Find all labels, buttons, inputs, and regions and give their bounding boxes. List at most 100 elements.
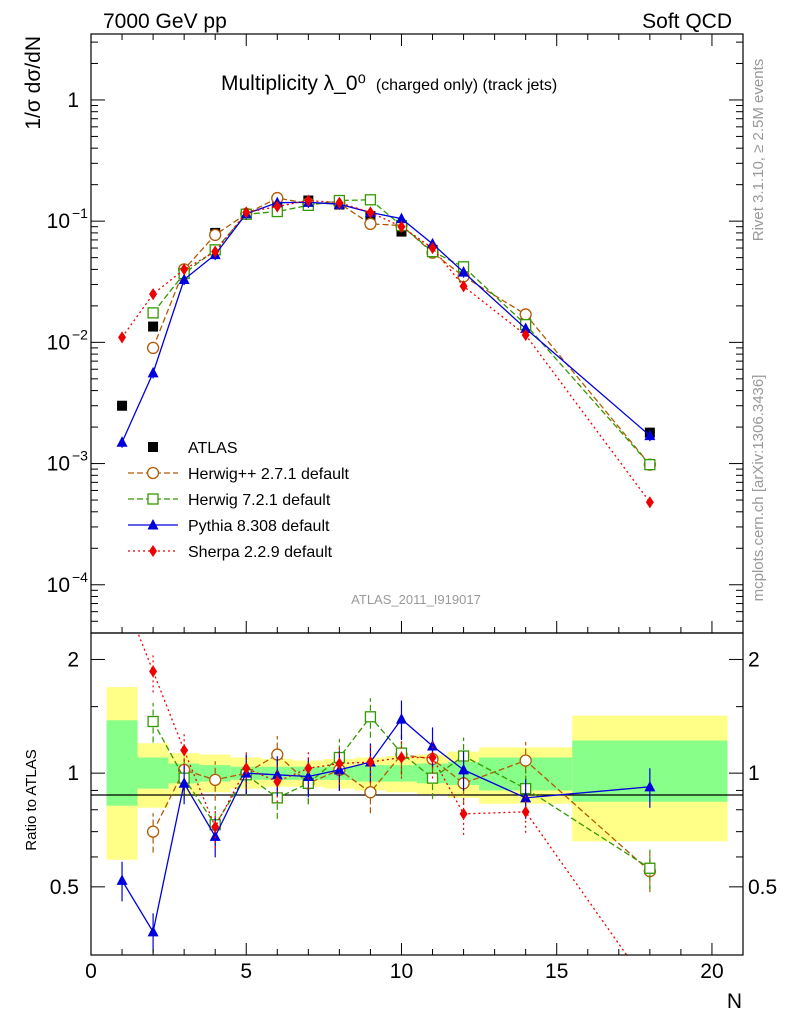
x-tick-label: 20 bbox=[700, 960, 723, 983]
marker-sherpa bbox=[459, 280, 468, 293]
ratio-y-tick-label-right: 2 bbox=[748, 648, 760, 671]
marker-pythia bbox=[644, 429, 656, 441]
marker-atlas bbox=[117, 400, 128, 411]
ratio-uncertainty-bands bbox=[106, 687, 728, 860]
band-inner bbox=[106, 720, 138, 806]
main-plot-marks bbox=[116, 191, 657, 509]
side-label-bottom: mcplots.cern.ch [arXiv:1306.3436] bbox=[750, 375, 767, 602]
legend-marker-pythia bbox=[147, 519, 159, 530]
marker-sherpa bbox=[428, 242, 437, 255]
marker-pythia bbox=[271, 768, 283, 780]
marker-sherpa bbox=[180, 744, 189, 757]
legend: ATLAS Herwig++ 2.7.1 default Herwig 7.2.1 … bbox=[128, 440, 350, 561]
y-tick-label: 10 bbox=[47, 453, 70, 476]
analysis-id: ATLAS_2011_I919017 bbox=[351, 592, 481, 607]
marker-sherpa bbox=[397, 751, 406, 764]
legend-label-herwig7: Herwig 7.2.1 default bbox=[188, 492, 331, 509]
ratio-y-tick-label: 1 bbox=[67, 762, 79, 785]
marker-sherpa bbox=[335, 196, 344, 209]
marker-sherpa bbox=[366, 206, 375, 219]
marker-sherpa bbox=[118, 587, 126, 599]
main-y-axis-label: 1/σ dσ/dN bbox=[22, 36, 45, 130]
marker-atlas bbox=[148, 321, 159, 332]
y-tick-exponent: −1 bbox=[72, 205, 88, 221]
marker-sherpa bbox=[242, 762, 251, 775]
ratio-y-tick-label-right: 0.5 bbox=[748, 876, 777, 899]
marker-pythia bbox=[147, 366, 159, 378]
marker-pythia bbox=[427, 739, 439, 751]
marker-pythia bbox=[116, 436, 128, 447]
marker-sherpa bbox=[180, 263, 189, 276]
x-tick-label: 10 bbox=[390, 960, 413, 983]
marker-herwigpp bbox=[364, 786, 377, 799]
x-tick-label: 15 bbox=[545, 960, 568, 983]
marker-herwigpp bbox=[519, 308, 532, 321]
marker-herwig7 bbox=[644, 458, 656, 471]
marker-pythia bbox=[520, 322, 532, 334]
marker-sherpa bbox=[149, 665, 158, 678]
marker-sherpa bbox=[242, 206, 251, 219]
chart-title-main: Multiplicity λ_0⁰ bbox=[221, 72, 366, 95]
marker-herwigpp bbox=[146, 825, 160, 838]
marker-pythia bbox=[116, 874, 128, 885]
marker-sherpa bbox=[646, 982, 654, 994]
marker-sherpa bbox=[211, 245, 220, 258]
legend-label-atlas: ATLAS bbox=[188, 440, 238, 457]
band-inner bbox=[137, 757, 169, 789]
marker-herwigpp bbox=[364, 217, 377, 231]
marker-pythia bbox=[458, 266, 470, 277]
legend-marker-sherpa bbox=[149, 545, 157, 557]
marker-sherpa bbox=[521, 328, 530, 341]
marker-sherpa bbox=[118, 331, 127, 344]
y-tick-label: 10 bbox=[47, 331, 70, 354]
series-line-sherpa bbox=[137, 633, 628, 955]
header-left: 7000 GeV pp bbox=[103, 10, 227, 33]
series-line-pythia bbox=[121, 201, 651, 443]
marker-pythia bbox=[178, 273, 190, 285]
marker-pythia bbox=[147, 925, 159, 937]
ratio-y-tick-label: 2 bbox=[67, 648, 79, 671]
marker-sherpa bbox=[459, 807, 468, 820]
marker-herwig7 bbox=[147, 715, 159, 728]
y-tick-label: 10 bbox=[47, 574, 70, 597]
marker-herwigpp bbox=[209, 773, 222, 786]
marker-sherpa bbox=[304, 762, 313, 775]
x-tick-label: 5 bbox=[240, 960, 252, 983]
marker-sherpa bbox=[273, 200, 282, 213]
marker-pythia bbox=[395, 212, 407, 224]
marker-herwig7 bbox=[364, 711, 377, 723]
y-tick-exponent: −3 bbox=[72, 448, 88, 464]
side-label-top: Rivet 3.1.10, ≥ 2.5M events bbox=[750, 59, 767, 242]
marker-pythia bbox=[178, 777, 190, 788]
ratio-x-axis-label: N bbox=[727, 990, 742, 1013]
chart-title: Multiplicity λ_0⁰ (charged only) (track … bbox=[221, 72, 557, 95]
marker-pythia bbox=[302, 770, 314, 781]
marker-pythia bbox=[209, 830, 221, 841]
y-tick-label: 1 bbox=[67, 89, 79, 112]
marker-sherpa bbox=[366, 756, 375, 769]
marker-herwigpp bbox=[146, 341, 160, 355]
marker-herwig7 bbox=[644, 862, 656, 874]
series-line-herwig7 bbox=[152, 199, 651, 466]
ratio-plot-marks bbox=[116, 587, 657, 994]
y-tick-exponent: −2 bbox=[72, 326, 88, 342]
marker-sherpa bbox=[304, 194, 313, 207]
marker-herwigpp bbox=[209, 228, 222, 242]
marker-sherpa bbox=[397, 220, 406, 233]
series-line-pythia bbox=[121, 718, 650, 934]
marker-sherpa bbox=[521, 805, 530, 818]
ratio-y-axis-label: Ratio to ATLAS bbox=[23, 749, 40, 850]
legend-marker-herwigpp bbox=[146, 466, 160, 480]
marker-sherpa bbox=[211, 821, 220, 834]
marker-sherpa bbox=[273, 775, 282, 788]
marker-sherpa bbox=[645, 496, 654, 509]
marker-sherpa bbox=[149, 288, 158, 301]
legend-marker-atlas bbox=[148, 442, 158, 452]
legend-label-herwigpp: Herwig++ 2.7.1 default bbox=[188, 466, 350, 483]
legend-label-sherpa: Sherpa 2.2.9 default bbox=[188, 544, 333, 561]
y-tick-exponent: −4 bbox=[72, 569, 88, 585]
ratio-plot-frame bbox=[90, 632, 744, 956]
chart-title-suffix: (charged only) (track jets) bbox=[376, 77, 557, 94]
marker-sherpa bbox=[335, 757, 344, 770]
